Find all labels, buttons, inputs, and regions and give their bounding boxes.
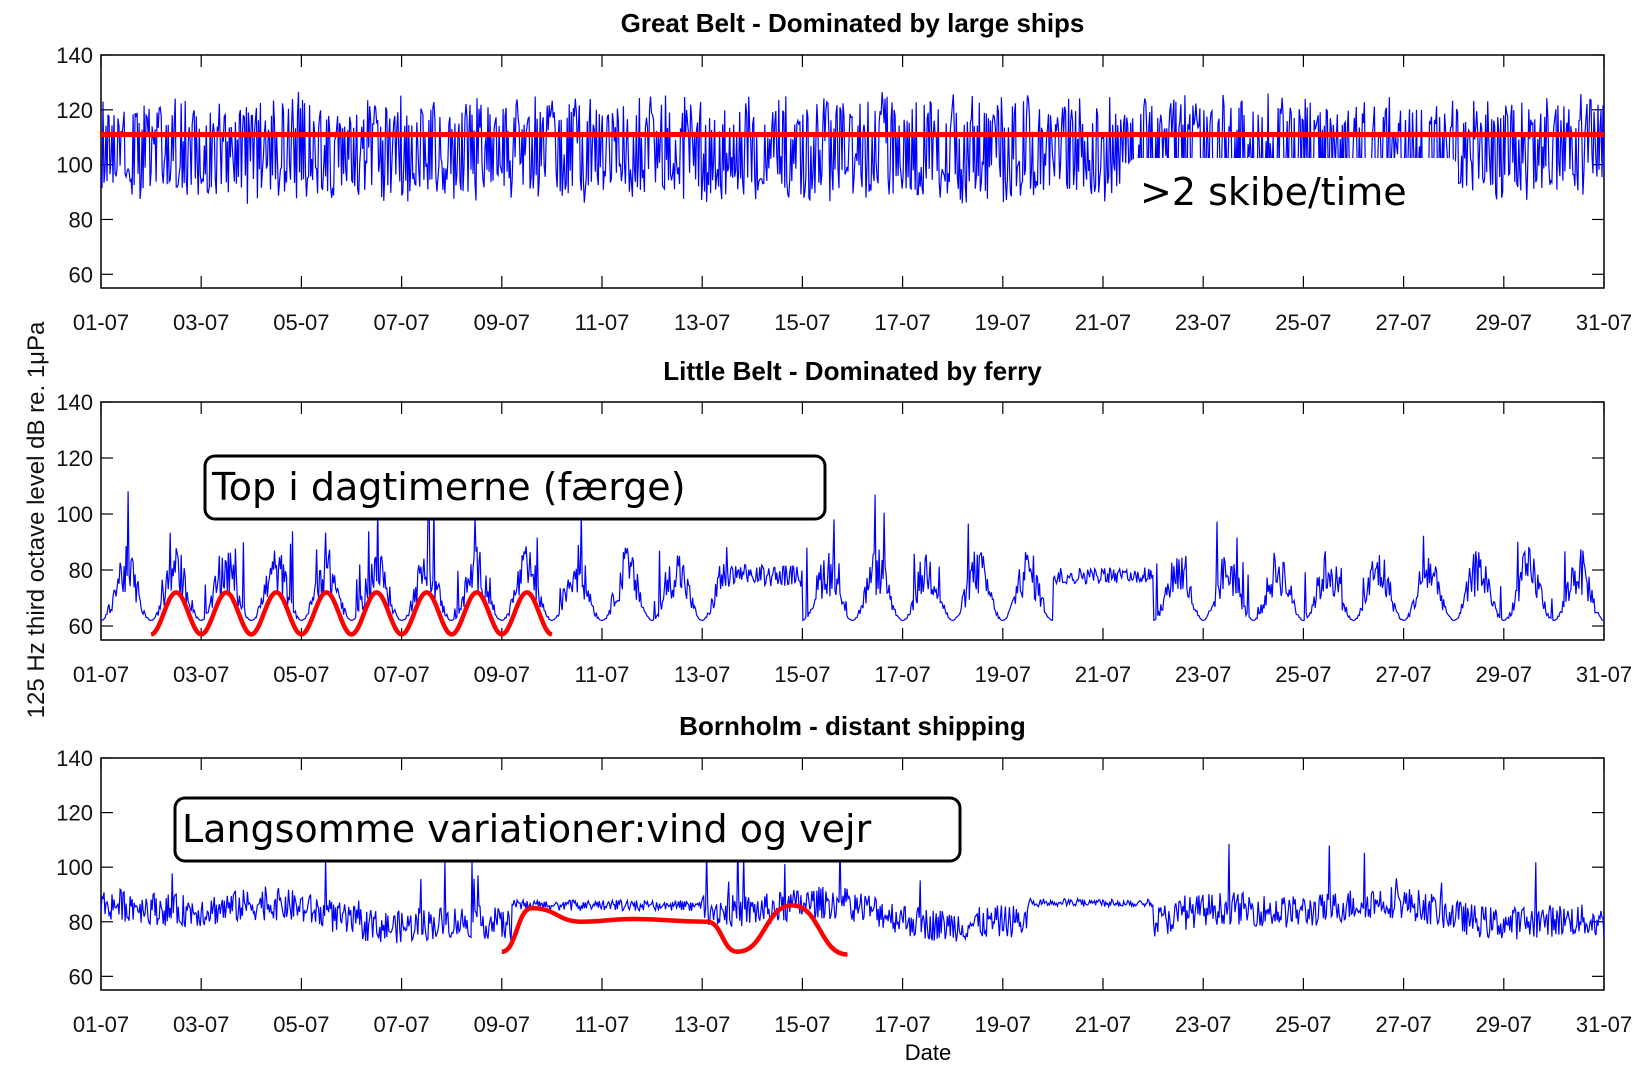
y-tick-label: 120 <box>56 446 93 471</box>
x-tick-label: 19-07 <box>975 310 1031 335</box>
x-tick-label: 21-07 <box>1075 310 1131 335</box>
x-tick-label: 21-07 <box>1075 662 1131 687</box>
x-tick-label: 05-07 <box>273 1012 329 1037</box>
x-tick-label: 01-07 <box>73 662 129 687</box>
plots-group: Great Belt - Dominated by large ships 60 8… <box>56 8 1632 1037</box>
x-tick-label: 11-07 <box>575 310 630 335</box>
overlay-curve <box>502 905 848 954</box>
y-tick-label: 100 <box>56 855 93 880</box>
x-tick-label: 07-07 <box>373 310 429 335</box>
panel-title: Little Belt - Dominated by ferry <box>663 356 1042 386</box>
annotation-text: Langsomme variationer:vind og vejr <box>182 807 872 851</box>
y-tick-label: 80 <box>69 558 93 583</box>
y-tick-label: 100 <box>56 153 93 178</box>
y-tick-label: 60 <box>69 964 93 989</box>
x-tick-label: 15-07 <box>774 1012 830 1037</box>
x-tick-label: 17-07 <box>874 1012 930 1037</box>
panel-3: Bornholm - distant shipping 60 80 100 120 140… <box>56 711 1632 1037</box>
panel-2: Little Belt - Dominated by ferry 60 80 100 1… <box>56 356 1632 687</box>
x-tick-label: 19-07 <box>975 662 1031 687</box>
x-tick-label: 01-07 <box>73 310 129 335</box>
x-tick-label: 03-07 <box>173 1012 229 1037</box>
x-tick-label: 15-07 <box>774 310 830 335</box>
x-tick-label: 07-07 <box>373 662 429 687</box>
x-tick-label: 27-07 <box>1375 1012 1431 1037</box>
y-tick-label: 100 <box>56 502 93 527</box>
y-tick-label: 60 <box>69 262 93 287</box>
x-tick-label: 21-07 <box>1075 1012 1131 1037</box>
x-tick-label: 09-07 <box>474 662 530 687</box>
x-tick-label: 13-07 <box>674 310 730 335</box>
x-tick-label: 05-07 <box>273 662 329 687</box>
y-tick-label: 80 <box>69 910 93 935</box>
x-tick-label: 25-07 <box>1275 662 1331 687</box>
x-tick-label: 09-07 <box>474 1012 530 1037</box>
x-tick-label: 31-07 <box>1576 310 1632 335</box>
x-tick-label: 17-07 <box>874 310 930 335</box>
y-tick-label: 140 <box>56 390 93 415</box>
x-tick-label: 09-07 <box>474 310 530 335</box>
x-tick-label: 23-07 <box>1175 310 1231 335</box>
panel-title: Bornholm - distant shipping <box>679 711 1026 741</box>
x-tick-label: 03-07 <box>173 310 229 335</box>
x-tick-label: 23-07 <box>1175 662 1231 687</box>
axes-box <box>101 402 1604 640</box>
y-tick-label: 60 <box>69 614 93 639</box>
x-tick-label: 13-07 <box>674 1012 730 1037</box>
x-tick-label: 29-07 <box>1476 662 1532 687</box>
x-tick-label: 03-07 <box>173 662 229 687</box>
shared-xlabel: Date <box>905 1040 951 1065</box>
y-tick-label: 120 <box>56 98 93 123</box>
panel-1: Great Belt - Dominated by large ships 60 8… <box>56 8 1632 335</box>
y-tick-label: 140 <box>56 746 93 771</box>
x-tick-label: 29-07 <box>1476 1012 1532 1037</box>
x-tick-label: 19-07 <box>975 1012 1031 1037</box>
x-tick-label: 27-07 <box>1375 310 1431 335</box>
x-tick-label: 13-07 <box>674 662 730 687</box>
y-tick-label: 80 <box>69 207 93 232</box>
x-tick-label: 05-07 <box>273 310 329 335</box>
annotation-text: Top i dagtimerne (færge) <box>211 465 686 509</box>
x-tick-label: 31-07 <box>1576 662 1632 687</box>
x-tick-label: 01-07 <box>73 1012 129 1037</box>
panel-title: Great Belt - Dominated by large ships <box>621 8 1085 38</box>
y-tick-label: 120 <box>56 801 93 826</box>
x-tick-label: 29-07 <box>1476 310 1532 335</box>
y-tick-label: 140 <box>56 43 93 68</box>
x-tick-label: 15-07 <box>774 662 830 687</box>
x-tick-label: 27-07 <box>1375 662 1431 687</box>
x-tick-label: 17-07 <box>874 662 930 687</box>
x-tick-label: 25-07 <box>1275 310 1331 335</box>
annotation-text: >2 skibe/time <box>1140 170 1407 214</box>
x-tick-label: 07-07 <box>373 1012 429 1037</box>
x-tick-label: 25-07 <box>1275 1012 1331 1037</box>
shared-ylabel: 125 Hz third octave level dB re. 1μPa <box>23 321 50 718</box>
x-tick-label: 11-07 <box>575 1012 630 1037</box>
x-tick-label: 23-07 <box>1175 1012 1231 1037</box>
x-tick-label: 31-07 <box>1576 1012 1632 1037</box>
x-tick-label: 11-07 <box>575 662 630 687</box>
